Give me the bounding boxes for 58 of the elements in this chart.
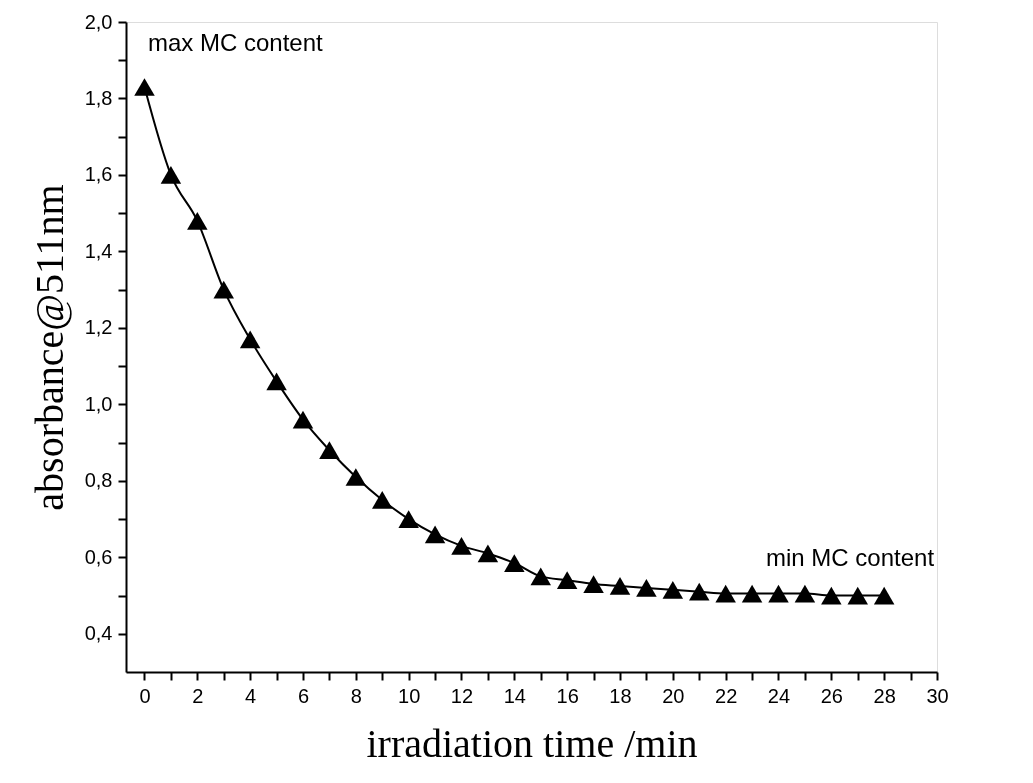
x-tick-label: 24 (767, 684, 791, 707)
point (134, 78, 155, 96)
point (345, 468, 367, 486)
point (266, 372, 287, 391)
annotation: min MC content (766, 544, 935, 571)
point (372, 491, 393, 509)
point (451, 536, 472, 555)
x-tick-label: 8 (350, 684, 362, 707)
y-tick-label: 1,4 (84, 239, 113, 262)
point (689, 582, 710, 601)
point (424, 525, 446, 544)
y-tick-label: 1,0 (84, 392, 113, 415)
x-tick-label: 30 (926, 684, 949, 707)
x-axis-title: irradiation time /min (366, 720, 698, 766)
point (477, 544, 499, 563)
point (609, 577, 631, 595)
point (239, 330, 261, 349)
x-tick-label: 26 (820, 684, 843, 707)
point (187, 211, 208, 230)
x-tick-label: 28 (873, 684, 896, 707)
y-tick-label: 0,8 (84, 469, 113, 492)
annotation: max MC content (148, 29, 324, 56)
point (556, 571, 578, 590)
point (768, 584, 789, 603)
x-tick-label: 12 (450, 684, 474, 707)
point (292, 410, 314, 429)
x-tick-label: 4 (245, 684, 257, 707)
point (530, 567, 551, 586)
point (794, 584, 816, 603)
y-tick-label: 0,4 (84, 622, 113, 645)
y-tick-label: 2,0 (84, 10, 113, 33)
y-tick-label: 1,8 (84, 86, 113, 109)
point (821, 586, 842, 605)
x-tick-label: 10 (398, 684, 421, 707)
y-tick-label: 1,6 (84, 163, 113, 186)
x-tick-label: 0 (139, 684, 151, 707)
x-tick-label: 14 (503, 684, 526, 707)
point (398, 510, 419, 528)
x-tick-label: 6 (297, 684, 310, 707)
point (213, 280, 234, 299)
point (160, 166, 182, 184)
point (583, 575, 604, 593)
point (504, 554, 525, 572)
point (741, 584, 763, 603)
x-tick-label: 2 (192, 684, 204, 707)
point (715, 584, 736, 603)
x-tick-label: 16 (556, 684, 579, 707)
point (847, 586, 868, 605)
y-tick-label: 0,6 (84, 545, 113, 568)
point (873, 586, 895, 605)
y-axis-title: absorbance@511nm (26, 184, 72, 511)
point (636, 579, 657, 597)
x-tick-label: 20 (662, 684, 685, 707)
y-tick-label: 1,2 (84, 316, 113, 339)
x-tick-label: 22 (715, 684, 738, 707)
point (319, 441, 340, 460)
x-tick-label: 18 (609, 684, 632, 707)
point (662, 580, 684, 599)
